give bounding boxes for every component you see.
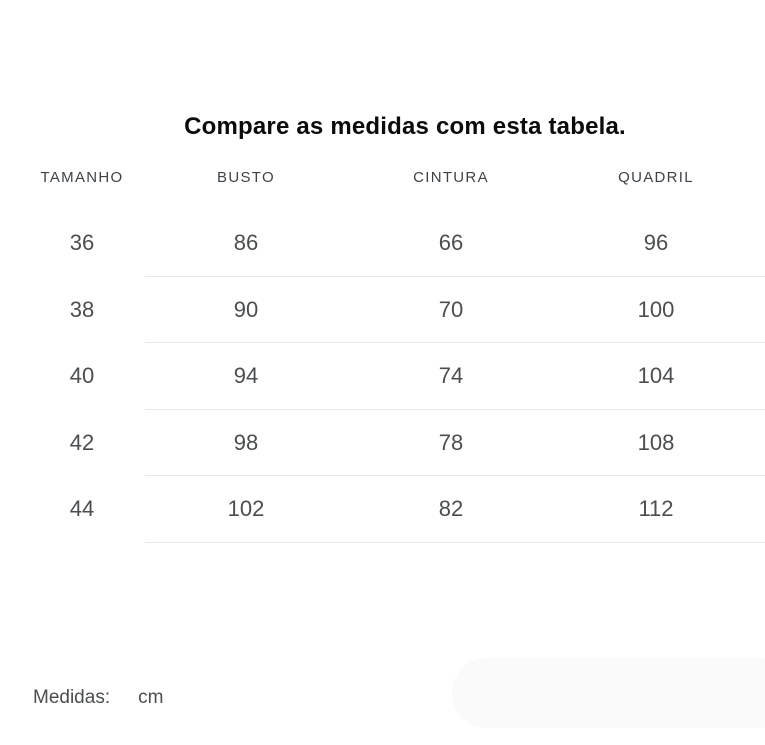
header-cell-quadril: QUADRIL bbox=[618, 169, 694, 186]
measurement-unit: cm bbox=[138, 687, 164, 708]
cell-bust: 90 bbox=[233, 296, 259, 322]
table-header-row: TAMANHO BUSTO CINTURA QUADRIL bbox=[0, 160, 765, 210]
cell-bust: 102 bbox=[227, 496, 265, 522]
cell-hip: 108 bbox=[637, 429, 675, 455]
cell-waist: 66 bbox=[438, 230, 464, 256]
table-row: 40 94 74 104 bbox=[0, 343, 765, 410]
cell-bust: 98 bbox=[233, 429, 259, 455]
cell-hip: 112 bbox=[638, 496, 674, 522]
table-row: 36 86 66 96 bbox=[0, 210, 765, 277]
table-row: 38 90 70 100 bbox=[0, 277, 765, 344]
cell-size: 36 bbox=[69, 230, 95, 256]
cell-hip: 100 bbox=[637, 296, 675, 322]
cell-bust: 94 bbox=[233, 363, 259, 389]
header-cell-cintura: CINTURA bbox=[413, 169, 489, 186]
size-chart-table: TAMANHO BUSTO CINTURA QUADRIL 36 86 66 9… bbox=[0, 160, 765, 543]
cell-hip: 96 bbox=[643, 230, 669, 256]
cell-size: 40 bbox=[69, 363, 95, 389]
cell-waist: 74 bbox=[438, 363, 464, 389]
measurement-label: Medidas: bbox=[33, 687, 111, 708]
decorative-pill-background bbox=[452, 658, 765, 728]
cell-bust: 86 bbox=[233, 230, 259, 256]
header-cell-tamanho: TAMANHO bbox=[40, 169, 124, 186]
measurement-unit-note: Medidas: cm bbox=[33, 687, 163, 709]
cell-size: 42 bbox=[69, 429, 95, 455]
cell-waist: 78 bbox=[438, 429, 464, 455]
cell-size: 44 bbox=[69, 496, 95, 522]
cell-waist: 70 bbox=[438, 296, 464, 322]
header-cell-busto: BUSTO bbox=[217, 169, 275, 186]
cell-waist: 82 bbox=[438, 496, 464, 522]
page-title: Compare as medidas com esta tabela. bbox=[184, 113, 626, 140]
table-row: 44 102 82 112 bbox=[0, 476, 765, 543]
cell-size: 38 bbox=[69, 296, 95, 322]
table-row: 42 98 78 108 bbox=[0, 410, 765, 477]
cell-hip: 104 bbox=[637, 363, 675, 389]
